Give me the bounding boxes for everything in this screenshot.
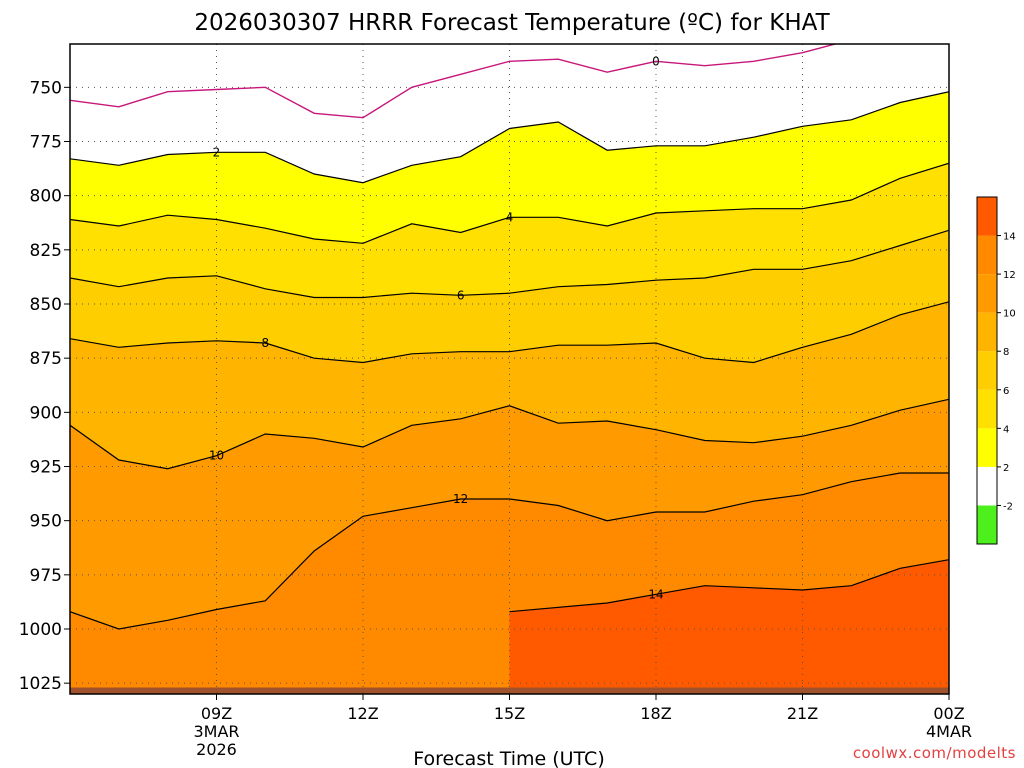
colorbar-segment [977,197,997,236]
y-tick-label: 875 [30,349,62,369]
x-tick-label: 21Z [787,704,818,723]
colorbar-segment [977,389,997,429]
colorbar-segment [977,505,997,544]
x-tick-label: 00Z [933,704,964,723]
y-tick-label: 925 [30,458,62,478]
colorbar-segment [977,235,997,275]
x-tick-label: 12Z [347,704,378,723]
chart-title: 2026030307 HRRR Forecast Temperature (ºC… [194,10,830,36]
colorbar-label: 6 [1003,386,1009,397]
plot-area: 0 2 4 6 8 10 12 14 [69,43,950,695]
colorbar-label: 4 [1003,424,1009,435]
contour-label-0: 0 [652,54,660,68]
y-tick-label: 775 [30,133,62,153]
x-tick-year: 2026 [196,740,237,759]
contour-label-4: 4 [506,210,514,224]
colorbar-segment [977,466,997,506]
x-tick-label: 15Z [494,704,525,723]
colorbar-label: -2 [1003,501,1013,512]
contour-label-10: 10 [209,449,224,463]
x-tick-date: 3MAR [193,722,239,741]
band-above-14 [509,559,949,694]
x-axis-label: Forecast Time (UTC) [413,748,604,768]
y-tick-label: 800 [30,187,62,207]
colorbar-frame [976,196,998,545]
colorbar-segment [977,312,997,352]
y-tick-label: 750 [30,78,62,98]
y-tick-label: 825 [30,241,62,261]
contour-line-6 [70,229,949,299]
x-tick-label: 18Z [640,704,671,723]
y-tick-label: 900 [30,403,62,423]
contour-line-10 [70,398,949,470]
y-tick-label: 850 [30,295,62,315]
y-tick-label: 1025 [19,674,62,694]
contour-label-14: 14 [648,587,663,601]
temperature-bands [70,91,949,694]
colorbar-label: 14 [1003,232,1016,243]
contour-label-2: 2 [213,145,221,159]
contour-line-4 [70,162,949,244]
colorbar-segment [977,428,997,467]
y-tick-label: 950 [30,512,62,532]
y-tick-labels: 750 775 800 825 850 875 900 925 950 975 1000 1025 [19,78,70,694]
y-tick-label: 975 [30,566,62,586]
credit-text: coolwx.com/modelts [853,744,1016,762]
colorbar-segment [977,351,997,390]
colorbar-label: 2 [1003,463,1009,474]
contour-line-2 [70,91,949,184]
contour-line-8 [70,301,949,364]
colorbar-label: 10 [1003,309,1016,320]
ground-strip [70,687,949,694]
contour-lines [70,44,949,630]
colorbar-label: 12 [1003,270,1016,281]
contour-line-14 [509,559,949,613]
colorbar-segment [977,274,997,313]
x-tick-date: 4MAR [926,722,972,741]
contour-line-0 [70,44,838,119]
y-tick-label: 1000 [19,620,62,640]
colorbar-label: 8 [1003,347,1009,358]
x-tick-label: 09Z [201,704,232,723]
contour-line-12 [70,472,949,630]
contour-label-12: 12 [453,492,468,506]
colorbar: 14 12 10 8 6 4 2 -2 [976,196,1016,545]
contour-label-8: 8 [262,336,270,350]
contour-label-6: 6 [457,288,465,302]
